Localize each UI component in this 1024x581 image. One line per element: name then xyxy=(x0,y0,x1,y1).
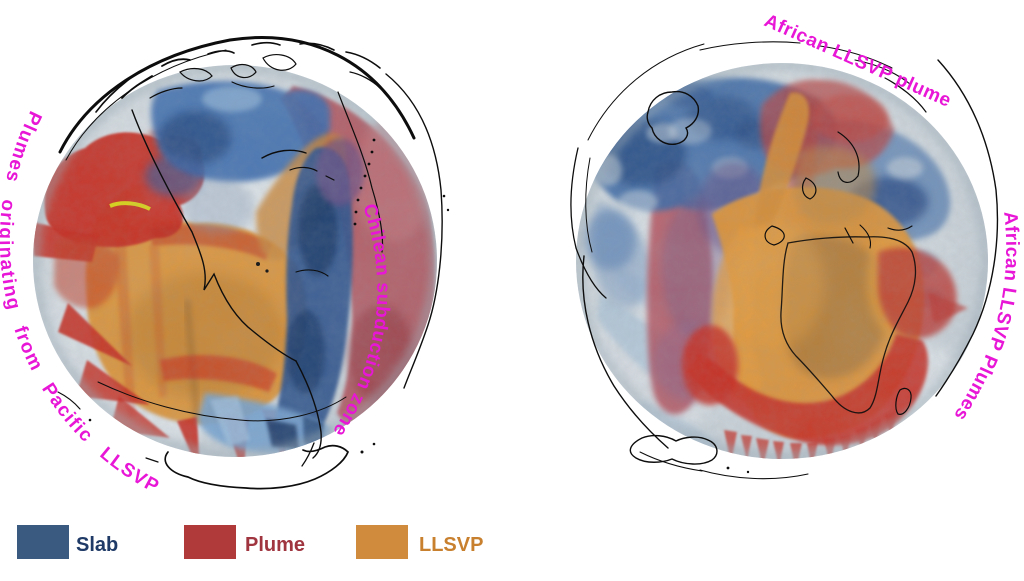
svg-text:Slab: Slab xyxy=(76,534,118,556)
svg-text:Plume: Plume xyxy=(245,534,305,556)
svg-text:LLSVP: LLSVP xyxy=(419,534,483,556)
